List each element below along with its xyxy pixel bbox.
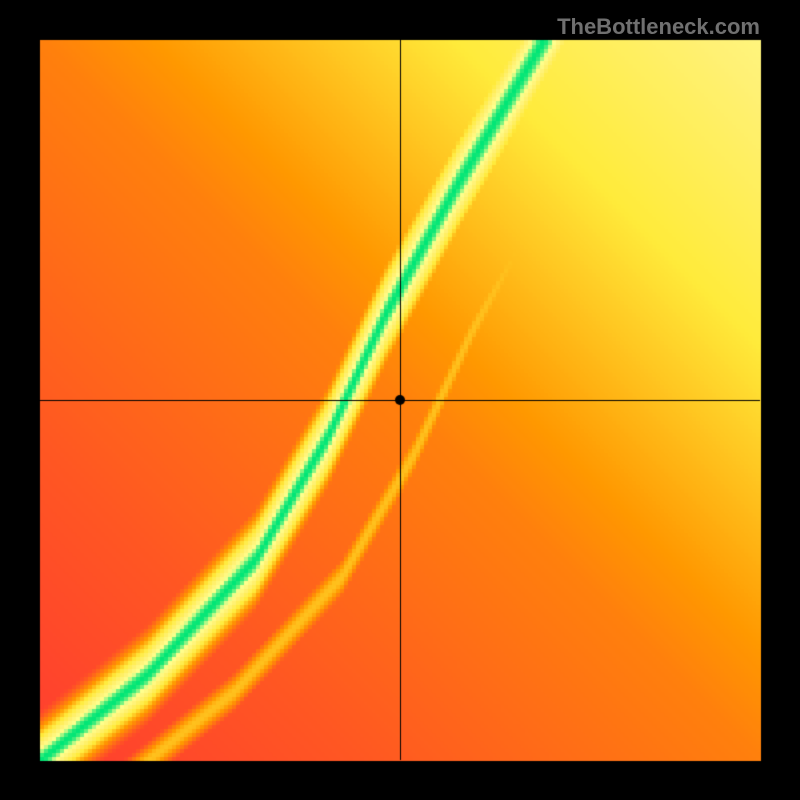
bottleneck-heatmap — [0, 0, 800, 800]
watermark-text: TheBottleneck.com — [557, 14, 760, 40]
chart-container: TheBottleneck.com — [0, 0, 800, 800]
